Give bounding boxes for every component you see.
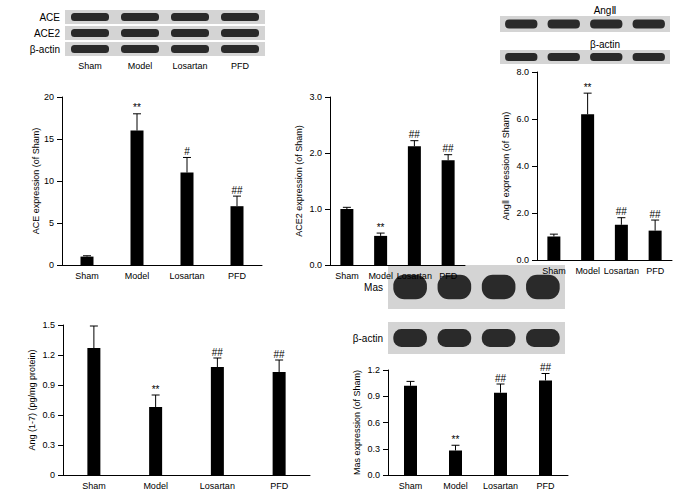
- svg-text:β-actin: β-actin: [353, 333, 383, 344]
- svg-text:0.3: 0.3: [367, 444, 380, 454]
- svg-text:PFD: PFD: [231, 61, 250, 71]
- svg-text:3.0: 3.0: [309, 92, 322, 102]
- svg-text:Losartan: Losartan: [483, 481, 518, 491]
- svg-text:0: 0: [49, 260, 54, 270]
- svg-text:**: **: [584, 82, 592, 93]
- svg-text:PFD: PFD: [646, 266, 665, 276]
- svg-text:AngⅡ: AngⅡ: [594, 5, 617, 16]
- svg-text:Mas expression (of Sham): Mas expression (of Sham): [352, 370, 362, 475]
- svg-text:4.0: 4.0: [516, 161, 529, 171]
- svg-text:##: ##: [212, 347, 224, 358]
- svg-text:Losartan: Losartan: [169, 271, 204, 281]
- svg-text:20: 20: [44, 92, 54, 102]
- svg-text:Model: Model: [128, 61, 153, 71]
- svg-text:Losartan: Losartan: [172, 61, 207, 71]
- svg-text:Losartan: Losartan: [200, 481, 235, 491]
- svg-text:#: #: [184, 146, 190, 157]
- svg-text:Model: Model: [143, 481, 168, 491]
- svg-text:2.0: 2.0: [516, 208, 529, 218]
- svg-text:**: **: [377, 222, 385, 233]
- svg-text:PFD: PFD: [270, 481, 289, 491]
- svg-text:Model: Model: [368, 271, 393, 281]
- svg-text:0.9: 0.9: [367, 391, 380, 401]
- svg-text:5: 5: [49, 218, 54, 228]
- svg-text:##: ##: [616, 206, 628, 217]
- svg-text:##: ##: [443, 143, 455, 154]
- svg-text:6.0: 6.0: [516, 114, 529, 124]
- svg-text:Sham: Sham: [399, 481, 423, 491]
- svg-text:Sham: Sham: [542, 266, 566, 276]
- svg-text:**: **: [133, 102, 141, 113]
- svg-text:Model: Model: [575, 266, 600, 276]
- svg-text:0.9: 0.9: [42, 380, 55, 390]
- svg-text:1.2: 1.2: [367, 365, 380, 375]
- svg-text:Sham: Sham: [82, 481, 106, 491]
- svg-text:β-actin: β-actin: [590, 39, 620, 50]
- svg-text:0.0: 0.0: [309, 260, 322, 270]
- svg-text:PFD: PFD: [228, 271, 247, 281]
- svg-text:Losartan: Losartan: [397, 271, 432, 281]
- svg-text:0.6: 0.6: [42, 410, 55, 420]
- svg-text:β-actin: β-actin: [30, 44, 60, 55]
- svg-text:0: 0: [50, 470, 55, 480]
- svg-text:##: ##: [495, 373, 507, 384]
- svg-text:PFD: PFD: [537, 481, 556, 491]
- svg-text:**: **: [152, 384, 160, 395]
- svg-text:1.2: 1.2: [42, 350, 55, 360]
- svg-text:2.0: 2.0: [309, 148, 322, 158]
- svg-text:0.3: 0.3: [42, 440, 55, 450]
- svg-text:Sham: Sham: [75, 271, 99, 281]
- svg-text:Model: Model: [125, 271, 150, 281]
- svg-text:15: 15: [44, 134, 54, 144]
- svg-text:AngⅡ expression (of Sham): AngⅡ expression (of Sham): [501, 112, 511, 220]
- svg-text:PFD: PFD: [439, 271, 458, 281]
- svg-text:8.0: 8.0: [516, 67, 529, 77]
- svg-text:**: **: [452, 434, 460, 445]
- svg-text:Sham: Sham: [78, 61, 102, 71]
- svg-text:Model: Model: [443, 481, 468, 491]
- svg-text:##: ##: [650, 209, 662, 220]
- svg-text:1.0: 1.0: [309, 204, 322, 214]
- svg-text:##: ##: [231, 185, 243, 196]
- svg-text:10: 10: [44, 176, 54, 186]
- svg-text:0.0: 0.0: [516, 255, 529, 265]
- svg-text:##: ##: [274, 349, 286, 360]
- svg-text:ACE: ACE: [39, 12, 60, 23]
- svg-text:ACE2: ACE2: [34, 28, 61, 39]
- svg-text:Mas: Mas: [364, 282, 383, 293]
- svg-text:##: ##: [540, 362, 552, 373]
- svg-text:0.6: 0.6: [367, 418, 380, 428]
- svg-text:1.5: 1.5: [42, 320, 55, 330]
- svg-text:0.0: 0.0: [367, 470, 380, 480]
- svg-text:Ang (1-7) (pg/mg protein): Ang (1-7) (pg/mg protein): [27, 349, 37, 450]
- svg-text:ACE expression (of Sham): ACE expression (of Sham): [31, 128, 41, 235]
- svg-text:Losartan: Losartan: [604, 266, 639, 276]
- svg-text:Sham: Sham: [335, 271, 359, 281]
- svg-text:##: ##: [409, 129, 421, 140]
- svg-text:ACE2 expression (of Sham): ACE2 expression (of Sham): [294, 125, 304, 237]
